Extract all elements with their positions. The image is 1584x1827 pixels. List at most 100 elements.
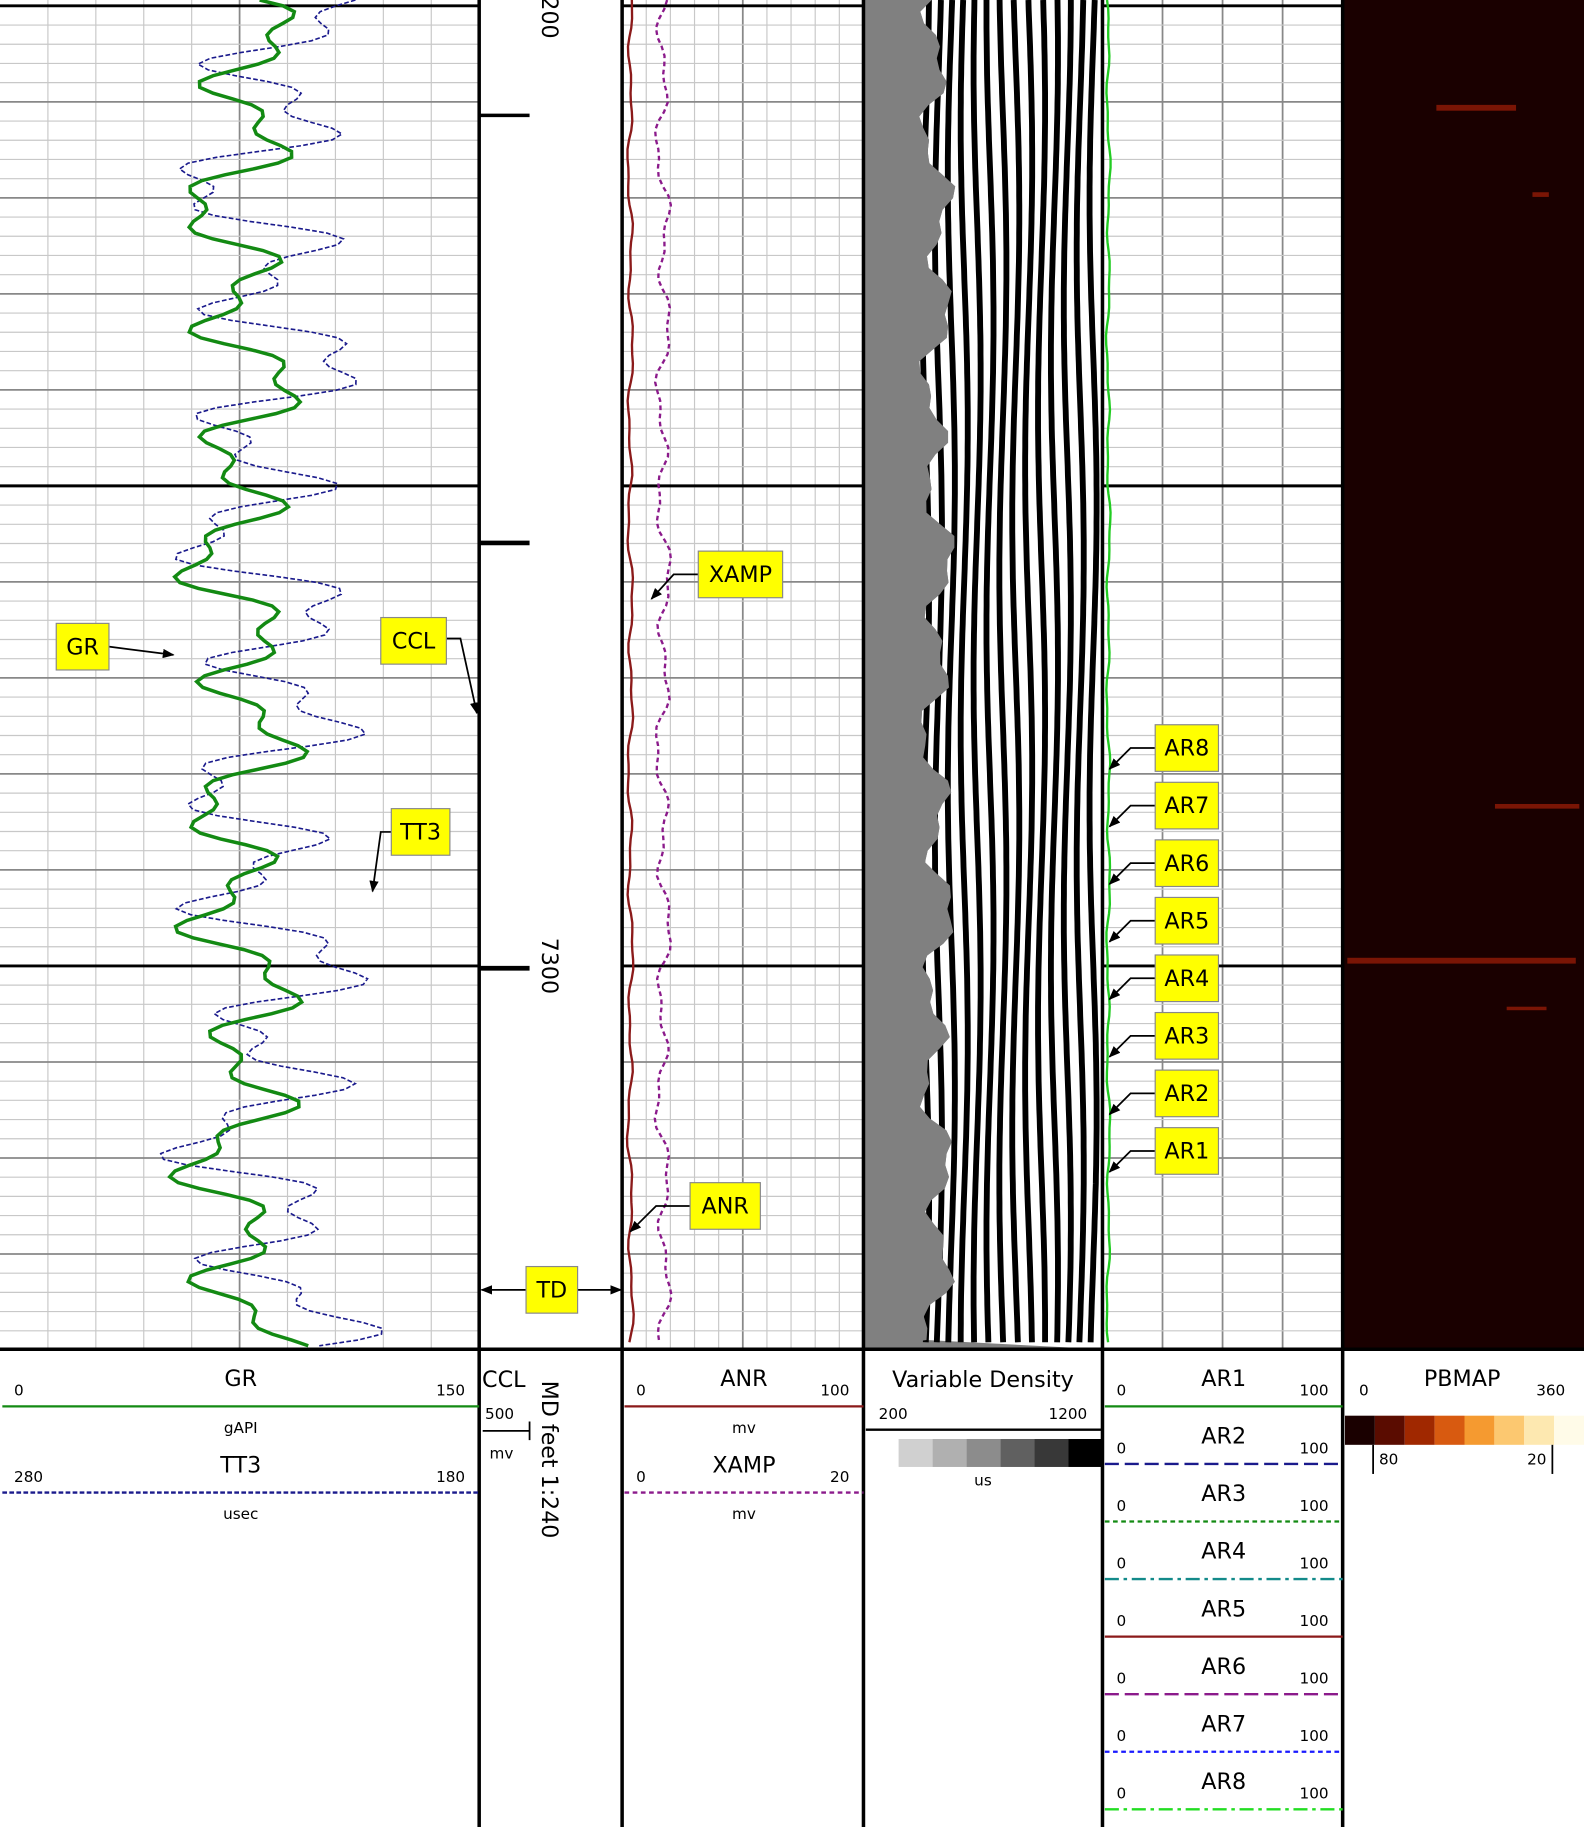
vdl-color-key <box>966 1438 1001 1467</box>
pbmap-color-key <box>1494 1415 1525 1445</box>
vdl-stripe <box>1060 0 1074 1343</box>
curve-name: GR <box>224 1366 257 1392</box>
annotation-arrow <box>1108 1092 1156 1116</box>
annotation-box <box>380 616 447 665</box>
scale-min: 0 <box>1117 1497 1127 1515</box>
annotation-box <box>525 1265 579 1314</box>
curve-name: XAMP <box>712 1452 775 1478</box>
vdl-stripe <box>1073 0 1087 1343</box>
vdl-color-key <box>898 1438 933 1467</box>
annotation-box <box>1154 1069 1220 1118</box>
annotation-label: GR <box>66 634 99 660</box>
vdl-stripe <box>1086 0 1100 1343</box>
annotation-label: AR2 <box>1164 1081 1209 1107</box>
curve-name: AR2 <box>1201 1424 1246 1450</box>
scale-max: 100 <box>1300 1670 1329 1688</box>
ccl-name: CCL <box>482 1367 526 1393</box>
scale-min: 0 <box>1117 1554 1127 1572</box>
annotation-box <box>1154 781 1220 830</box>
curve-name: AR3 <box>1201 1481 1246 1507</box>
annotation-box <box>390 808 451 856</box>
curve-unit: mv <box>732 1419 756 1437</box>
annotation-box <box>1154 1011 1220 1060</box>
vdl-color-key <box>932 1438 967 1467</box>
pbmap-streak <box>1347 957 1576 964</box>
vdl-color-key <box>1068 1438 1103 1467</box>
curve-name: AR1 <box>1201 1366 1246 1392</box>
pbmap-streak <box>1436 104 1517 111</box>
curve-unit: usec <box>223 1505 258 1523</box>
curve-unit: gAPI <box>224 1419 258 1437</box>
pbmap-key-label: 80 <box>1379 1450 1398 1468</box>
scale-max: 100 <box>1300 1727 1329 1745</box>
pbmap-max: 360 <box>1536 1382 1565 1400</box>
vdl-stripe <box>944 0 958 1343</box>
annotation-arrow <box>1108 1034 1156 1058</box>
annotation-arrow <box>629 1205 691 1233</box>
annotation-label: TD <box>535 1278 567 1304</box>
curve-name: AR7 <box>1201 1711 1246 1737</box>
scale-min: 0 <box>1117 1727 1127 1745</box>
scale-max: 100 <box>1300 1439 1329 1457</box>
scale-min: 0 <box>1117 1785 1127 1803</box>
vdl-stripe <box>1009 0 1023 1343</box>
annotation-box <box>1154 1127 1220 1175</box>
annotation-label: AR1 <box>1164 1139 1209 1165</box>
annotation-box <box>55 622 110 671</box>
annotation-arrow <box>1108 1150 1156 1173</box>
pbmap-color-key <box>1524 1415 1555 1445</box>
curve-name: ANR <box>720 1366 767 1392</box>
scale-max: 100 <box>1300 1612 1329 1630</box>
annotation-label: AR3 <box>1164 1024 1209 1050</box>
pbmap-streak <box>1532 192 1549 197</box>
annotation-arrow <box>1108 919 1156 943</box>
scale-max: 100 <box>1300 1382 1329 1400</box>
vdl-title: Variable Density <box>892 1367 1074 1393</box>
vdl-stripe <box>970 0 984 1343</box>
scale-max: 180 <box>436 1468 465 1486</box>
annotation-box <box>697 550 784 599</box>
scale-max: 100 <box>1300 1554 1329 1572</box>
vdl-stripe <box>1047 0 1061 1343</box>
annotation-arrow <box>1108 862 1156 885</box>
annotation-label: AR8 <box>1164 736 1209 762</box>
annotation-label: CCL <box>392 629 436 655</box>
annotation-arrow <box>1108 804 1156 828</box>
depth-label: 7300 <box>536 938 562 994</box>
scale-min: 0 <box>1117 1612 1127 1630</box>
curve-name: AR4 <box>1201 1539 1246 1565</box>
annotation-arrow <box>108 645 175 659</box>
curve-unit: mv <box>732 1505 756 1523</box>
pbmap-color-key <box>1464 1415 1495 1445</box>
pbmap-key-label: 20 <box>1527 1450 1546 1468</box>
pbmap-color-key <box>1434 1415 1465 1445</box>
scale-max: 20 <box>830 1468 849 1486</box>
annotation-box <box>1154 839 1220 888</box>
depth-label: 7200 <box>536 0 562 39</box>
xamp-curve <box>653 0 673 1343</box>
pbmap-color-key <box>1554 1415 1584 1445</box>
annotation-box <box>689 1182 761 1230</box>
vdl-stripe <box>1022 0 1036 1343</box>
pbmap-image <box>1342 0 1584 1350</box>
scale-max: 100 <box>820 1382 849 1400</box>
scale-max: 100 <box>1300 1785 1329 1803</box>
annotation-label: ANR <box>702 1194 749 1220</box>
tt3-curve <box>159 0 383 1347</box>
scale-min: 280 <box>14 1468 43 1486</box>
scale-min: 0 <box>14 1382 24 1400</box>
vdl-min: 200 <box>879 1405 908 1423</box>
vdl-stripe <box>1035 0 1048 1343</box>
pbmap-color-key <box>1344 1415 1375 1445</box>
scale-max: 150 <box>436 1382 465 1400</box>
ccl-scale-bar <box>482 1421 531 1441</box>
annotation-label: AR4 <box>1164 966 1209 992</box>
curve-name: AR6 <box>1201 1654 1246 1680</box>
scale-min: 0 <box>636 1468 646 1486</box>
annotation-label: AR6 <box>1164 851 1209 877</box>
vdl-max: 1200 <box>1049 1405 1088 1423</box>
scale-min: 0 <box>1117 1382 1127 1400</box>
vdl-color-key <box>1034 1438 1069 1467</box>
